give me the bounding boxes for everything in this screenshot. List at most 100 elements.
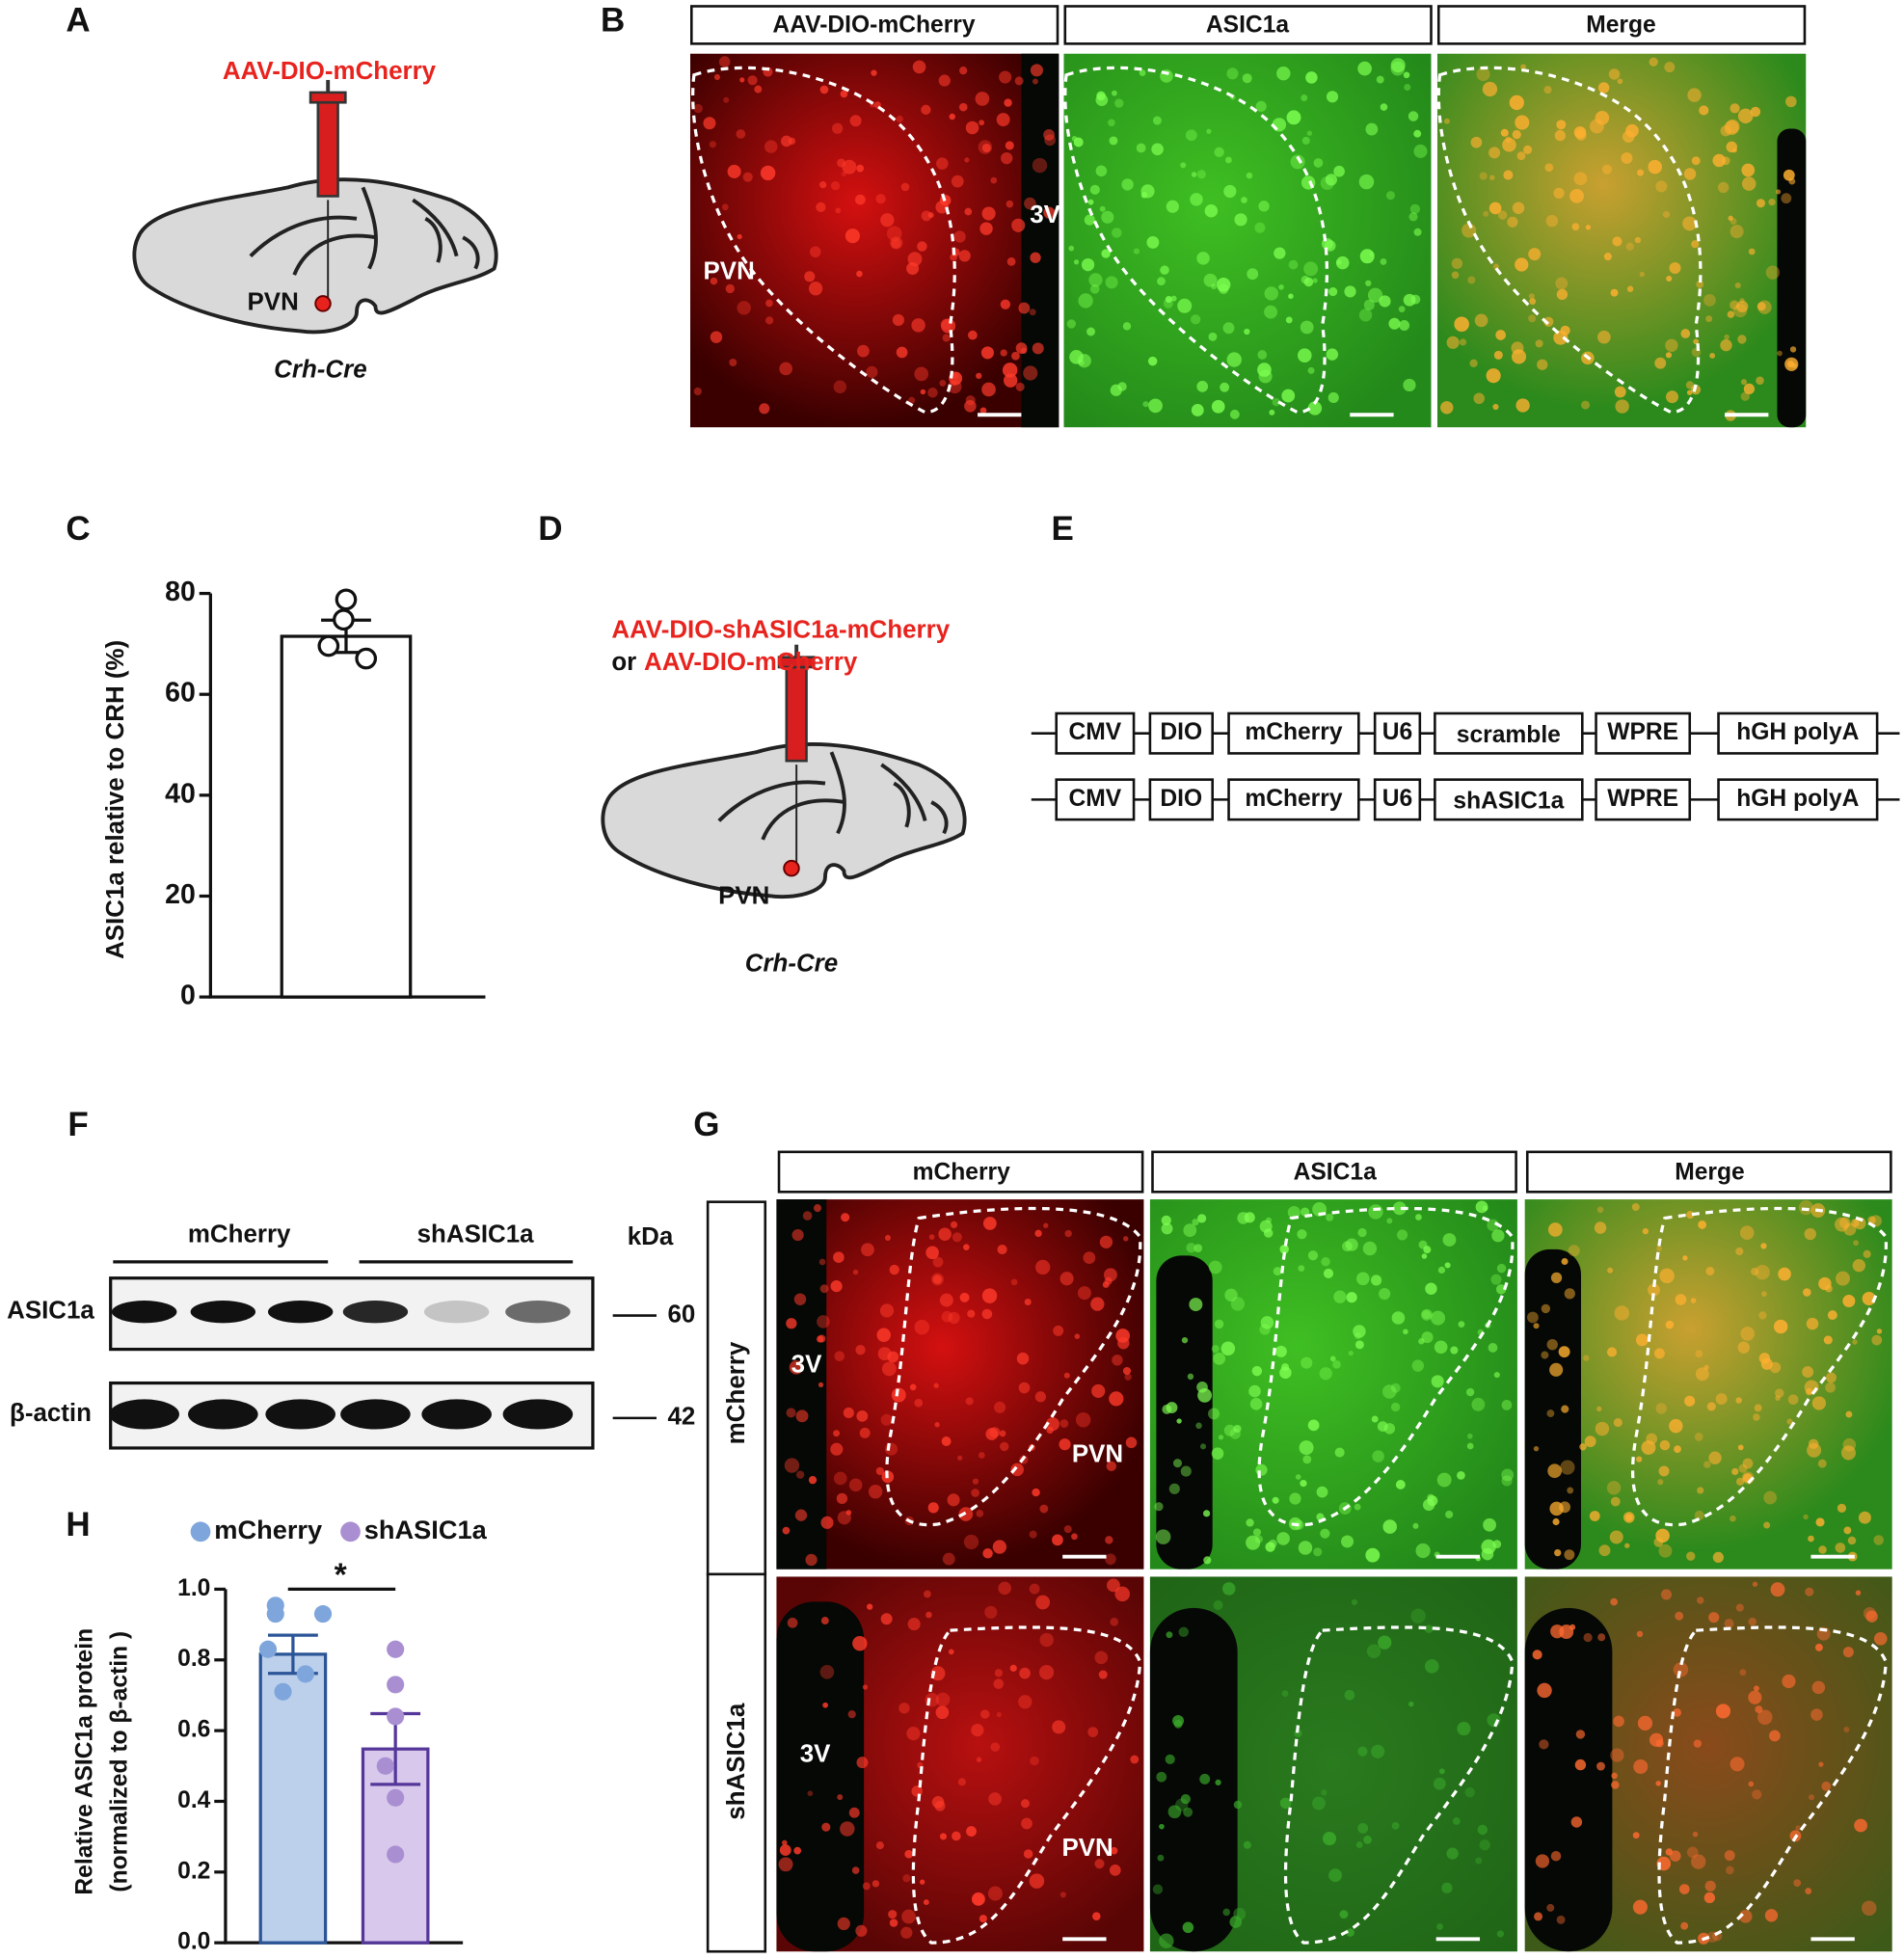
group-label: mCherry bbox=[188, 1221, 291, 1248]
cell bbox=[1632, 1899, 1648, 1915]
panel-label: H bbox=[66, 1506, 90, 1543]
region-label: PVN bbox=[248, 289, 299, 316]
cell bbox=[1029, 1530, 1037, 1539]
cell bbox=[1847, 1536, 1857, 1545]
cell bbox=[1063, 1525, 1072, 1534]
cell bbox=[1805, 1587, 1814, 1597]
cell bbox=[1018, 302, 1031, 314]
cell bbox=[1695, 1350, 1703, 1358]
cell bbox=[1328, 1868, 1342, 1883]
cell bbox=[963, 1244, 970, 1250]
element-label: U6 bbox=[1382, 719, 1412, 745]
cell bbox=[852, 1269, 859, 1275]
cell bbox=[1477, 1824, 1488, 1836]
cell bbox=[925, 1246, 939, 1260]
cell bbox=[959, 67, 968, 75]
cell bbox=[933, 1382, 939, 1388]
pvn-outline bbox=[911, 1625, 1142, 1945]
region-label: PVN bbox=[1061, 1835, 1113, 1862]
cell bbox=[840, 1821, 855, 1837]
cell bbox=[1483, 1517, 1496, 1532]
cell bbox=[1811, 1680, 1826, 1695]
cell bbox=[1554, 1548, 1562, 1557]
cell bbox=[914, 1319, 930, 1335]
cell bbox=[1507, 216, 1518, 228]
cell bbox=[1204, 203, 1219, 218]
cell bbox=[1705, 315, 1713, 323]
cell bbox=[1601, 164, 1613, 174]
cell bbox=[1185, 129, 1197, 142]
cell bbox=[1091, 1383, 1106, 1398]
element-label: hGH polyA bbox=[1736, 719, 1859, 745]
cell bbox=[723, 96, 730, 103]
data-point bbox=[333, 608, 355, 631]
cell bbox=[880, 213, 895, 228]
cell bbox=[1853, 1240, 1859, 1247]
cell bbox=[1029, 1873, 1045, 1889]
cell bbox=[1298, 1265, 1305, 1273]
cell bbox=[1777, 350, 1783, 357]
cell bbox=[1208, 332, 1218, 341]
cell bbox=[1098, 1670, 1108, 1679]
band-name: β-actin bbox=[10, 1400, 92, 1427]
cell bbox=[1703, 1892, 1716, 1904]
brain-schematic bbox=[601, 642, 967, 899]
cell bbox=[1214, 1319, 1224, 1329]
cell bbox=[1229, 1428, 1241, 1439]
element-box bbox=[1227, 778, 1360, 821]
cell bbox=[1598, 1544, 1611, 1557]
cell bbox=[1391, 1821, 1400, 1830]
cell bbox=[1071, 1533, 1078, 1541]
cell bbox=[817, 1315, 830, 1328]
cell bbox=[1301, 1207, 1310, 1217]
ventricle bbox=[1524, 1248, 1581, 1570]
cell bbox=[1583, 1632, 1593, 1643]
data-point bbox=[296, 1665, 314, 1683]
data-point bbox=[387, 1640, 405, 1658]
cell bbox=[871, 69, 877, 76]
cell bbox=[765, 299, 773, 308]
cell bbox=[889, 1919, 898, 1927]
y-tick-label: 0 bbox=[180, 980, 196, 1011]
cell bbox=[1242, 73, 1252, 84]
cell bbox=[1558, 1346, 1570, 1358]
cell bbox=[1125, 1436, 1138, 1449]
cell bbox=[1730, 300, 1739, 310]
cell bbox=[879, 1303, 895, 1318]
cell bbox=[857, 344, 870, 358]
cell bbox=[1584, 1436, 1596, 1448]
cell bbox=[1546, 1338, 1558, 1351]
cell bbox=[1765, 265, 1781, 280]
cell bbox=[1543, 316, 1554, 327]
cell bbox=[1809, 1794, 1814, 1801]
cell bbox=[833, 1471, 847, 1486]
cell bbox=[1425, 1659, 1439, 1674]
cell bbox=[1422, 1310, 1432, 1320]
cell bbox=[1610, 288, 1619, 297]
cell bbox=[981, 143, 991, 153]
virus-label: AAV-DIO-mCherry bbox=[223, 58, 437, 85]
cell bbox=[981, 382, 996, 397]
cell bbox=[952, 1831, 961, 1841]
cell bbox=[1724, 334, 1730, 340]
cell bbox=[951, 174, 964, 188]
cell bbox=[1613, 1418, 1622, 1428]
cell bbox=[1802, 1366, 1814, 1379]
micrograph bbox=[690, 53, 1059, 428]
cell bbox=[1488, 1343, 1498, 1353]
cell bbox=[1823, 1335, 1833, 1345]
cell bbox=[1263, 1228, 1274, 1238]
cell bbox=[1399, 320, 1410, 331]
data-point bbox=[387, 1788, 405, 1807]
cell bbox=[834, 1351, 845, 1361]
cell bbox=[1142, 401, 1149, 408]
cell bbox=[1191, 172, 1197, 177]
cell bbox=[1059, 1892, 1066, 1898]
cell bbox=[959, 1292, 970, 1302]
element-label: CMV bbox=[1069, 719, 1122, 745]
cell bbox=[1631, 1202, 1640, 1211]
cell bbox=[1479, 172, 1488, 180]
cell bbox=[1451, 271, 1460, 280]
element-label: WPRE bbox=[1607, 719, 1678, 745]
cell bbox=[1157, 277, 1166, 286]
